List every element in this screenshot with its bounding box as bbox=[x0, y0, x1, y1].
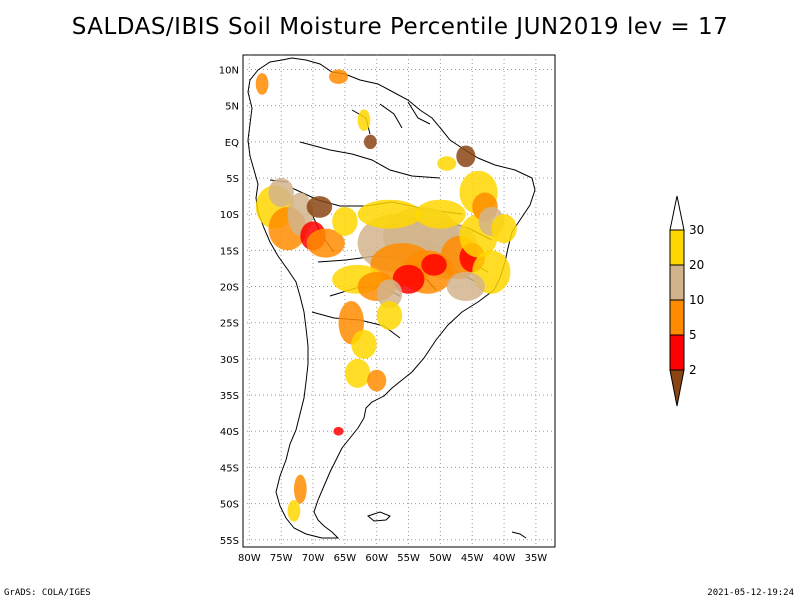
plot-frame bbox=[242, 54, 556, 548]
lon-tick-label: 35W bbox=[525, 553, 548, 564]
lon-tick-label: 55W bbox=[397, 553, 420, 564]
colorbar-swatch-20-30 bbox=[669, 229, 685, 266]
colorbar-swatch-2-5 bbox=[669, 334, 685, 371]
percentile-patch bbox=[306, 196, 333, 218]
colorbar-swatch-5-10 bbox=[669, 299, 685, 336]
colorbar-label-2: 2 bbox=[689, 363, 697, 377]
colorbar-bottom-arrow bbox=[669, 369, 685, 407]
percentile-patch bbox=[376, 279, 403, 309]
latitude-labels: 10N 5N EQ 5S 10S 15S 20S 25S 30S 35S 40S 45S 50S 55S bbox=[219, 65, 239, 546]
footer-credit: GrADS: COLA/IGES bbox=[4, 588, 91, 598]
lat-tick-label: 55S bbox=[220, 536, 239, 547]
lon-tick-label: 80W bbox=[238, 553, 261, 564]
lat-tick-label: 40S bbox=[220, 427, 239, 438]
percentile-patch bbox=[287, 499, 301, 522]
colorbar-label-20: 20 bbox=[689, 258, 704, 272]
percentile-patch bbox=[456, 145, 476, 168]
falklands-outline bbox=[366, 511, 391, 522]
lon-tick-label: 40W bbox=[493, 553, 516, 564]
longitude-labels: 80W 75W 70W 65W 60W 55W 50W 45W 40W 35W bbox=[238, 553, 547, 564]
percentile-patch bbox=[332, 206, 358, 236]
percentile-patch bbox=[437, 156, 457, 171]
lon-tick-label: 50W bbox=[429, 553, 452, 564]
lat-tick-label: 15S bbox=[220, 246, 239, 257]
percentile-patch bbox=[357, 109, 371, 131]
percentile-patch bbox=[421, 253, 447, 276]
lat-tick-label: 30S bbox=[220, 355, 239, 366]
lat-tick-label: 5N bbox=[225, 102, 239, 113]
percentile-patch bbox=[255, 73, 269, 95]
percentile-patch bbox=[376, 301, 403, 330]
lat-tick-label: 20S bbox=[220, 283, 239, 294]
footer-timestamp: 2021-05-12-19:24 bbox=[707, 588, 794, 598]
colorbar-label-5: 5 bbox=[689, 328, 697, 342]
lat-tick-label: 50S bbox=[220, 500, 239, 511]
color-bar: 30 20 10 5 2 bbox=[669, 195, 704, 407]
percentile-patch bbox=[367, 369, 387, 392]
percentile-patch bbox=[491, 214, 517, 244]
percentile-patch bbox=[392, 264, 425, 294]
percentile-patch bbox=[414, 199, 466, 229]
percentile-patch bbox=[268, 178, 294, 207]
lat-tick-label: 5S bbox=[226, 174, 239, 185]
lat-tick-label: 25S bbox=[220, 319, 239, 330]
lon-tick-label: 60W bbox=[365, 553, 388, 564]
percentile-patch bbox=[351, 329, 377, 359]
map-title: SALDAS/IBIS Soil Moisture Percentile JUN… bbox=[71, 14, 729, 40]
colorbar-top-arrow bbox=[669, 195, 685, 231]
colorbar-swatch-10-20 bbox=[669, 264, 685, 301]
lat-tick-label: EQ bbox=[225, 138, 239, 149]
lat-tick-label: 10S bbox=[220, 210, 239, 221]
percentile-patch bbox=[328, 69, 349, 84]
lon-tick-label: 70W bbox=[302, 553, 325, 564]
colorbar-label-30: 30 bbox=[689, 223, 704, 237]
lat-tick-label: 45S bbox=[220, 463, 239, 474]
colorbar-label-10: 10 bbox=[689, 293, 704, 307]
percentile-patch bbox=[344, 358, 371, 388]
percentile-shading bbox=[255, 69, 517, 522]
lon-tick-label: 65W bbox=[334, 553, 357, 564]
percentile-patch bbox=[363, 134, 377, 150]
percentile-patch bbox=[446, 272, 485, 301]
lat-tick-label: 35S bbox=[220, 391, 239, 402]
lat-tick-label: 10N bbox=[219, 65, 239, 76]
lon-tick-label: 75W bbox=[270, 553, 293, 564]
percentile-patch bbox=[357, 199, 422, 229]
percentile-patch bbox=[293, 474, 307, 504]
island-outline bbox=[511, 531, 527, 539]
percentile-patch bbox=[333, 426, 344, 436]
percentile-patch bbox=[306, 228, 345, 258]
lon-tick-label: 45W bbox=[461, 553, 484, 564]
